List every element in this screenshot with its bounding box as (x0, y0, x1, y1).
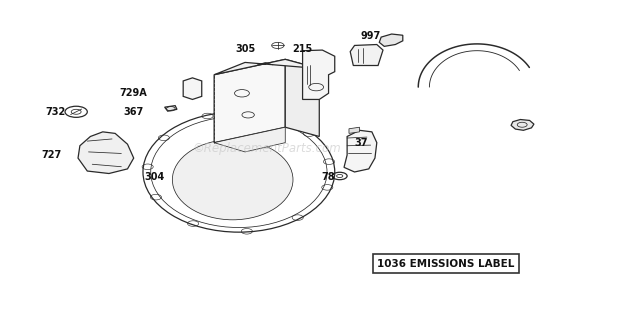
Text: 78: 78 (322, 172, 335, 182)
Text: 37: 37 (354, 138, 368, 148)
Text: 997: 997 (360, 31, 381, 41)
Polygon shape (303, 50, 335, 100)
Polygon shape (214, 127, 285, 152)
Polygon shape (78, 132, 134, 174)
Polygon shape (183, 78, 202, 100)
Polygon shape (165, 106, 177, 111)
Polygon shape (511, 120, 534, 130)
Text: 305: 305 (236, 43, 256, 54)
Polygon shape (350, 45, 383, 65)
Polygon shape (214, 59, 285, 143)
Polygon shape (214, 59, 319, 75)
Polygon shape (349, 127, 360, 133)
Polygon shape (285, 59, 319, 136)
Text: 729A: 729A (120, 88, 148, 98)
Polygon shape (344, 130, 377, 172)
Text: 727: 727 (42, 150, 61, 160)
Text: 732: 732 (45, 107, 65, 117)
Ellipse shape (172, 140, 293, 220)
Text: 304: 304 (144, 172, 164, 182)
Text: 367: 367 (123, 107, 144, 117)
Text: ©ReplacementParts.com: ©ReplacementParts.com (192, 142, 341, 155)
Text: 1036 EMISSIONS LABEL: 1036 EMISSIONS LABEL (378, 259, 515, 269)
Text: 215: 215 (293, 43, 312, 54)
Polygon shape (379, 34, 403, 46)
